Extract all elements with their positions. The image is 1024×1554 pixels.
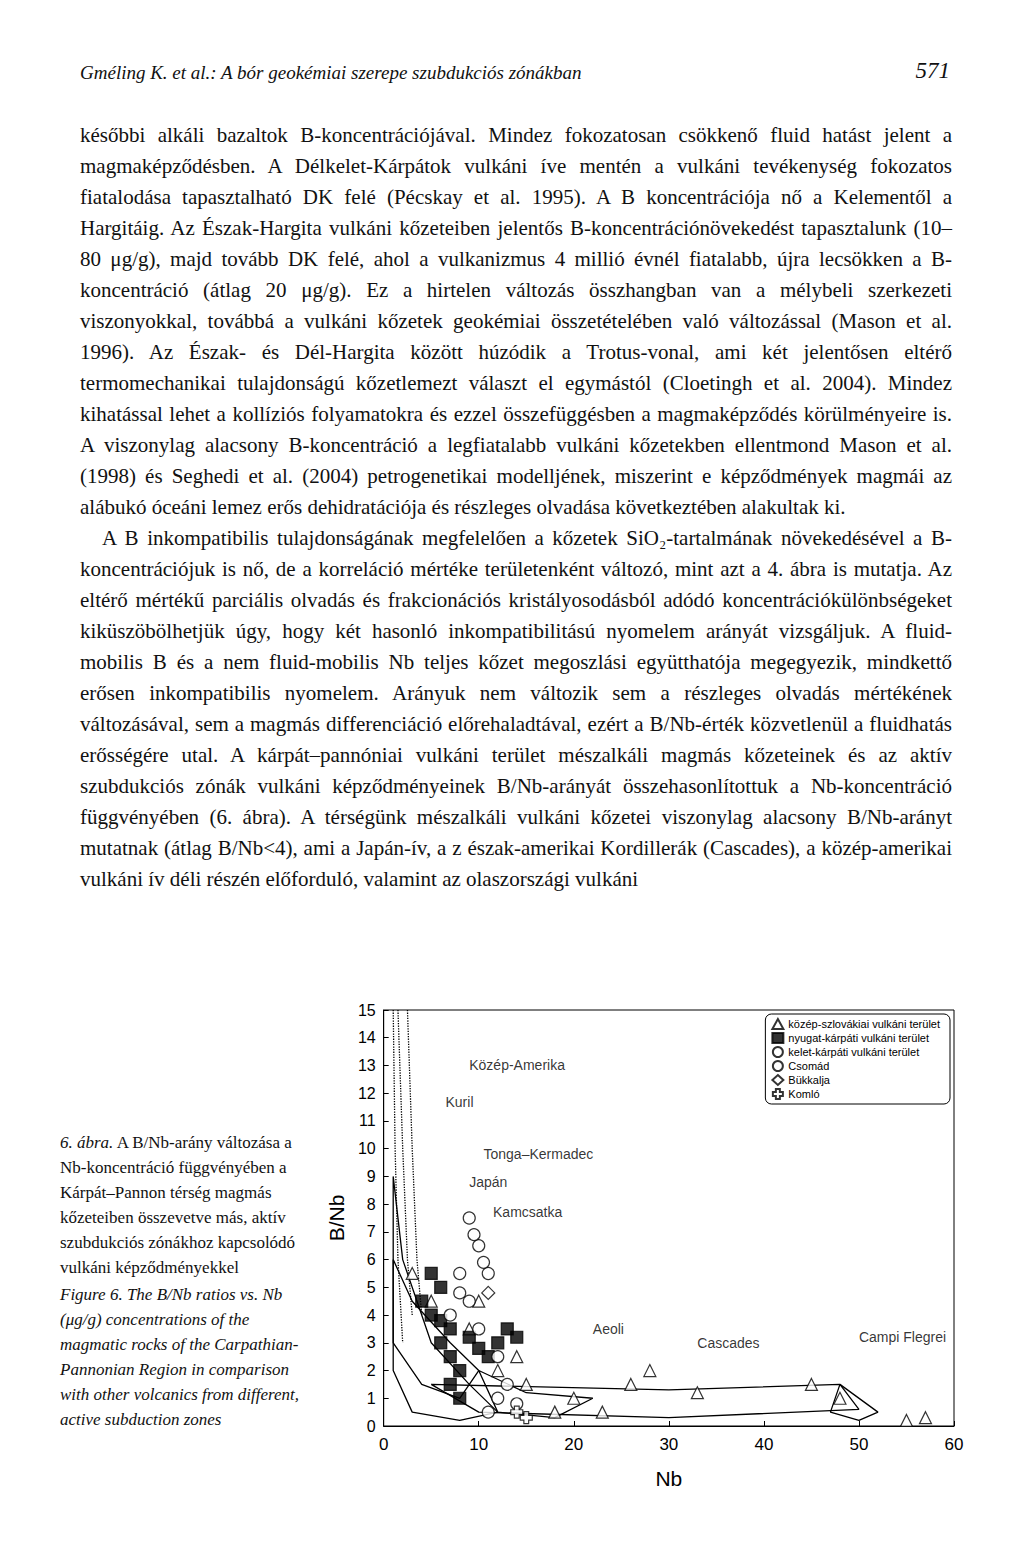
svg-text:Komló: Komló <box>788 1088 819 1100</box>
svg-text:8: 8 <box>367 1196 376 1213</box>
svg-text:30: 30 <box>659 1435 678 1454</box>
svg-text:14: 14 <box>358 1029 376 1046</box>
svg-text:6: 6 <box>367 1251 376 1268</box>
svg-text:12: 12 <box>358 1085 376 1102</box>
svg-text:Közép-Amerika: Közép-Amerika <box>469 1057 565 1073</box>
svg-text:Aeoli: Aeoli <box>593 1321 624 1337</box>
svg-text:Nb: Nb <box>655 1467 682 1490</box>
svg-text:0: 0 <box>379 1435 388 1454</box>
svg-text:60: 60 <box>945 1435 964 1454</box>
svg-text:Csomád: Csomád <box>788 1060 829 1072</box>
svg-text:Japán: Japán <box>469 1174 507 1190</box>
svg-text:Campi Flegrei: Campi Flegrei <box>859 1329 946 1345</box>
svg-text:3: 3 <box>367 1334 376 1351</box>
svg-text:0: 0 <box>367 1418 376 1435</box>
svg-text:9: 9 <box>367 1168 376 1185</box>
html-text:A B inkompatibilis tulajdonság: A B inkompatibilis tulajdonságának megfe… <box>80 526 952 891</box>
svg-text:2: 2 <box>367 1362 376 1379</box>
svg-text:kelet-kárpáti vulkáni terület: kelet-kárpáti vulkáni terület <box>788 1046 919 1058</box>
svg-text:20: 20 <box>564 1435 583 1454</box>
html-text:Gméling K. et al.: A bór geoké: Gméling K. et al.: A bór geokémiai szere… <box>80 62 582 83</box>
svg-text:Kuril: Kuril <box>445 1094 473 1110</box>
svg-text:Tonga–Kermadec: Tonga–Kermadec <box>483 1146 593 1162</box>
svg-text:Bükkalja: Bükkalja <box>788 1074 830 1086</box>
svg-text:13: 13 <box>358 1057 376 1074</box>
html-text:Figure 6. The B/Nb ratios vs.: Figure 6. The B/Nb ratios vs. Nb (μg/g) … <box>60 1285 300 1429</box>
svg-text:4: 4 <box>367 1307 376 1324</box>
html-text:későbbi alkáli bazaltok B-konc: későbbi alkáli bazaltok B-koncentrációjá… <box>80 123 952 519</box>
svg-text:40: 40 <box>754 1435 773 1454</box>
svg-text:nyugat-kárpáti vulkáni terület: nyugat-kárpáti vulkáni terület <box>788 1032 929 1044</box>
html-text:571: 571 <box>915 58 950 83</box>
svg-text:5: 5 <box>367 1279 376 1296</box>
svg-text:közép-szlovákiai vulkáni terül: közép-szlovákiai vulkáni terület <box>788 1018 940 1030</box>
svg-text:1: 1 <box>367 1390 376 1407</box>
svg-text:Kamcsatka: Kamcsatka <box>493 1204 562 1220</box>
svg-text:15: 15 <box>358 1002 376 1019</box>
svg-text:10: 10 <box>358 1140 376 1157</box>
svg-text:11: 11 <box>359 1112 376 1129</box>
html-text:6. ábra. A B/Nb-arány változás: 6. ábra. A B/Nb-arány változása a Nb-kon… <box>60 1133 296 1277</box>
svg-text:Cascades: Cascades <box>697 1335 759 1351</box>
svg-text:10: 10 <box>469 1435 488 1454</box>
svg-text:B/Nb: B/Nb <box>325 1195 348 1242</box>
svg-text:50: 50 <box>849 1435 868 1454</box>
svg-text:7: 7 <box>367 1223 376 1240</box>
